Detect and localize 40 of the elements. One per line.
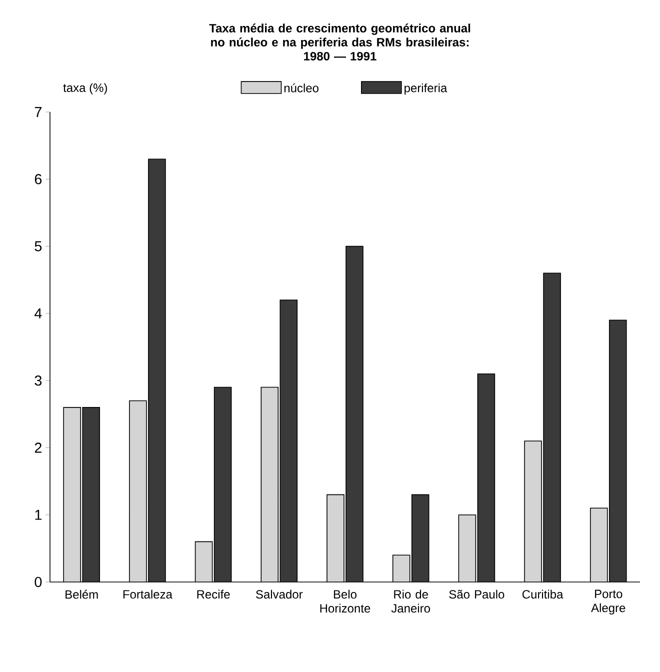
bar [195,542,212,582]
bar [261,387,278,582]
x-tick-label: Rio de Janeiro [391,590,430,613]
chart-title: Taxa média de crescimento geométrico anual no núcleo e na periferia das RMs brasileiras: [209,24,470,49]
x-tick-label: Recife [197,590,230,599]
bar [524,440,542,582]
bar [82,407,100,582]
bar [392,555,410,582]
bar [478,374,495,582]
bar [458,514,476,582]
bar [280,300,298,582]
x-tick-label: Curitiba [522,590,564,599]
chart-subtitle: 1980 — 1991 [304,52,376,60]
bar [64,407,81,582]
y-tick-label: 2 [34,442,42,453]
x-tick-label: Porto Alegre [591,590,626,615]
legend-label: núcleo [284,83,318,92]
legend-label: periferia [404,83,448,95]
y-tick-label: 3 [34,375,42,386]
bar [544,273,561,582]
x-tick-label: Belo Horizonte [320,590,370,613]
bar [608,320,627,582]
y-tick-label: 4 [34,308,42,318]
bar [129,400,146,582]
y-tick-label: 6 [34,174,42,184]
y-tick-label: 7 [34,107,42,117]
bar [214,387,232,582]
bar [326,494,344,582]
y-tick-label: 5 [34,241,42,252]
x-tick-label: Salvador [256,590,303,599]
x-tick-label: Belém [66,590,98,599]
y-tick-label: 0 [34,576,42,588]
x-tick-label: Fortaleza [123,590,172,599]
x-tick-label: São Paulo [449,590,504,599]
bar [148,159,166,582]
y-tick-label: 1 [35,510,42,520]
bar [590,508,608,582]
bar [412,494,429,582]
bar [346,246,363,582]
y-axis-title: taxa (%) [63,83,107,94]
